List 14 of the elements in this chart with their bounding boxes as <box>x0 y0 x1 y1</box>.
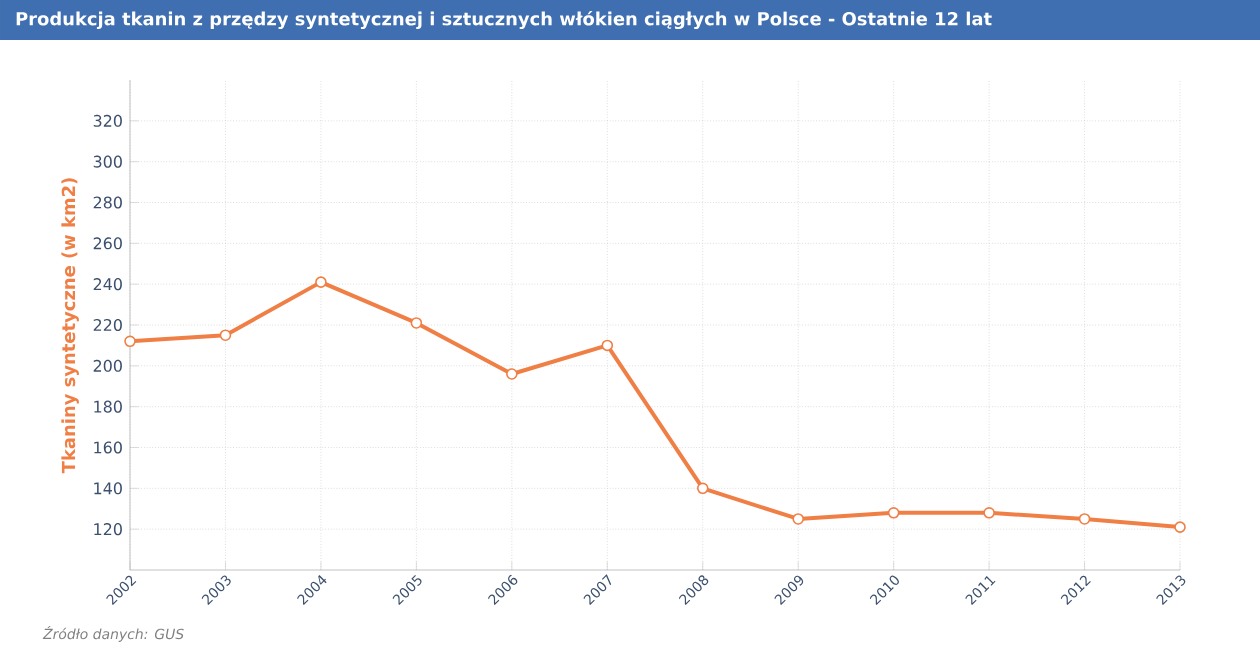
point <box>506 368 518 380</box>
point <box>124 335 136 348</box>
point <box>983 507 995 519</box>
chart-title: Produkcja tkanin z przędzy syntetycznej i sztucznych włókien ciągłych w Polsce - Ostatnie 12 lat <box>16 10 992 30</box>
point <box>1174 521 1186 533</box>
y-axis-title: Tkaniny syntetyczne (w km2) <box>61 178 79 474</box>
point <box>696 482 709 495</box>
point <box>887 507 900 519</box>
point <box>410 317 423 329</box>
point <box>315 276 327 288</box>
point <box>219 329 232 341</box>
point <box>792 513 804 525</box>
point <box>601 339 614 352</box>
point <box>1078 513 1091 525</box>
